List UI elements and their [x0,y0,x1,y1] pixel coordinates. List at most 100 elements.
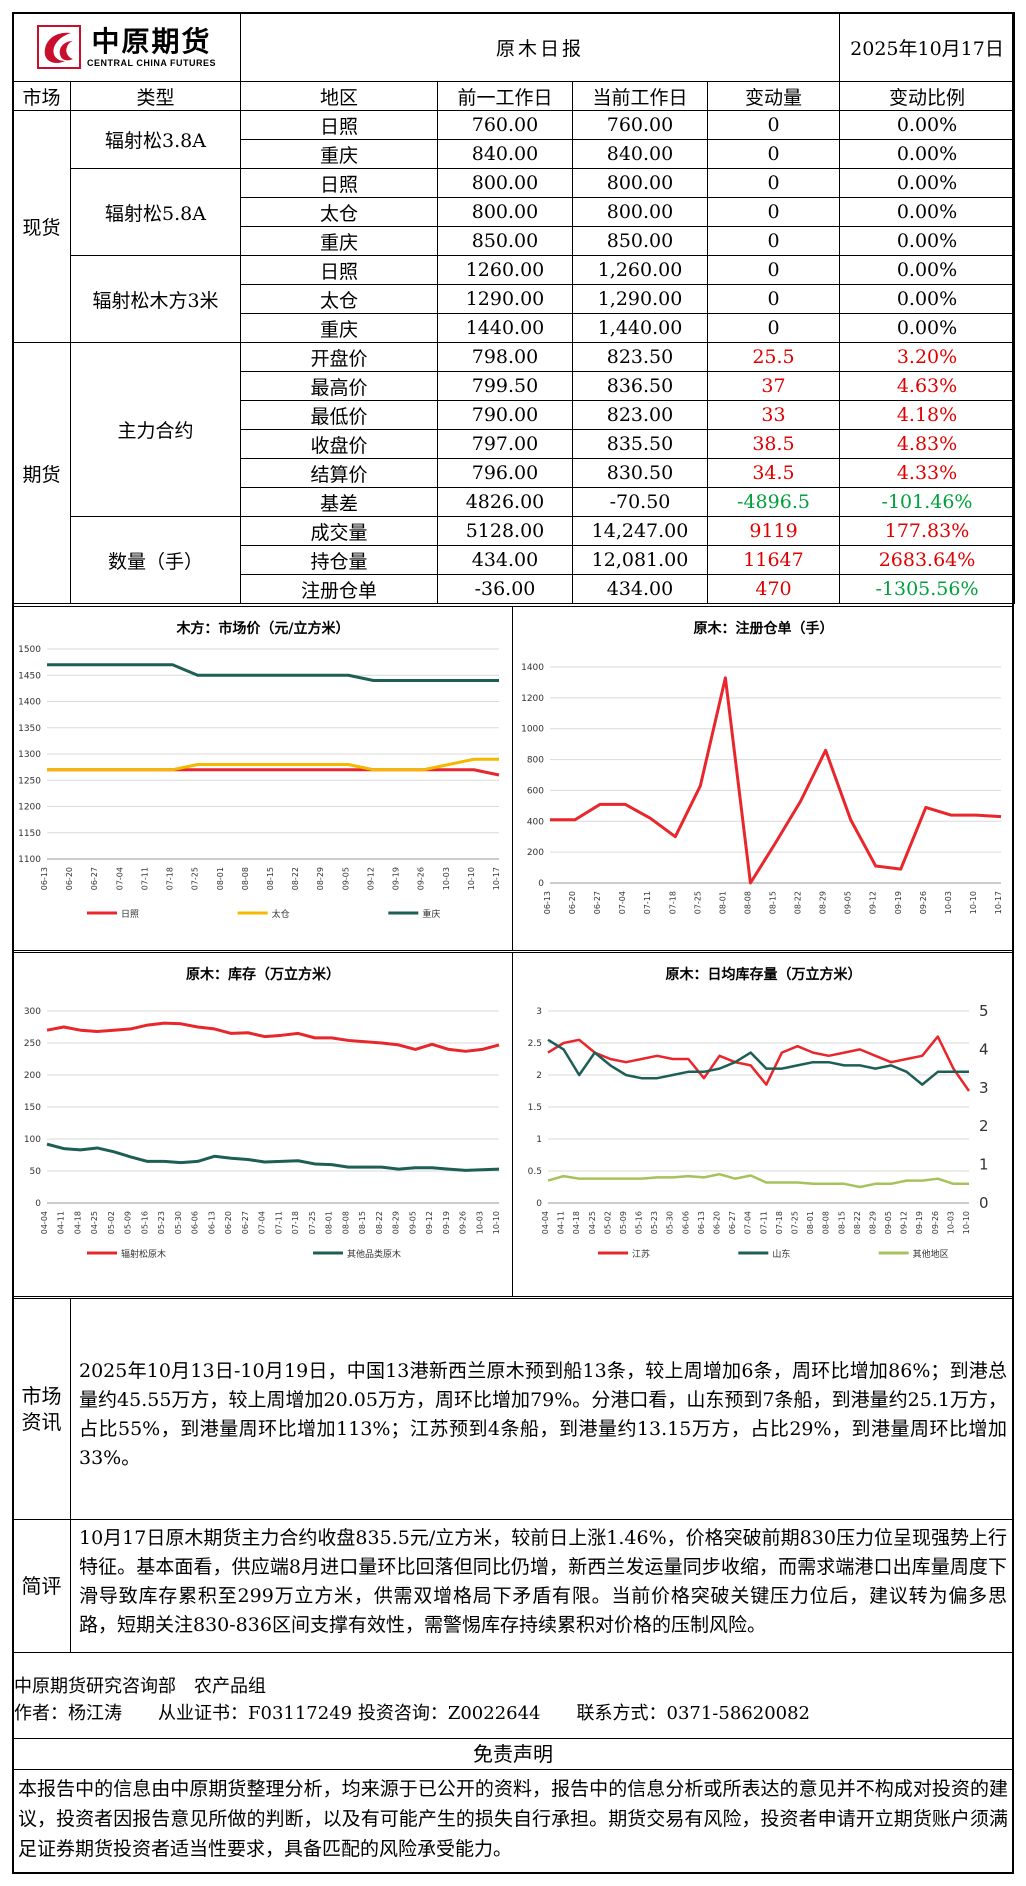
x-tick-label: 05-30 [666,1211,675,1234]
x-tick-label: 10-10 [969,891,978,914]
x-tick-label: 07-04 [258,1211,267,1234]
x-tick-label: 04-11 [557,1211,566,1234]
x-tick-label: 09-26 [459,1211,468,1234]
cell-chg: 9119 [706,516,841,546]
x-tick-label: 06-27 [241,1211,250,1234]
x-tick-label: 10-10 [962,1211,971,1234]
disclaimer-title: 免责声明 [12,1738,1014,1770]
cell-pct: 3.20% [839,342,1016,372]
cell-chg: 0 [706,255,841,285]
table-row: 收盘价 797.00 835.50 38.5 4.83% [13,429,1016,459]
disclaimer-text: 本报告中的信息由中原期货整理分析，均来源于已公开的资料，报告中的信息分析或所表达… [18,1778,1008,1860]
x-tick-label: 08-29 [819,891,828,914]
y-tick-label: 1400 [521,663,544,673]
x-tick-label: 08-29 [392,1211,401,1234]
cell-curr: 1,260.00 [572,255,708,285]
cell-prev: 1260.00 [437,255,573,285]
x-tick-label: 09-05 [341,867,350,890]
chart-svg: 原木：注册仓单（手） 0 200 400 600 800 1000 1200 1400 06-13… [521,620,1003,914]
chart-warehouse-receipts: 原木：注册仓单（手） 0 200 400 600 800 1000 1200 1400 06-13… [514,607,1013,950]
legend-label: 山东 [772,1248,790,1260]
x-tick-label: 06-20 [568,891,577,914]
y-tick-label: 1200 [18,803,41,813]
cell-pct: 0.00% [839,313,1016,343]
chart-svg: 原木：库存（万立方米） 0 50 100 150 200 250 300 04-04 04-11 0… [24,966,501,1260]
chart-lumber-price: 木方：市场价（元/立方米） 1100 1150 1200 1250 1300 1350 140… [13,607,513,950]
y-tick-label: 0 [35,1199,41,1209]
cell-curr: 1,290.00 [572,284,708,314]
market-info-label: 市场 资讯 [13,1299,71,1519]
x-tick-label: 05-23 [650,1211,659,1234]
cell-pct: 0.00% [839,110,1016,140]
y-tick-label: 200 [527,848,544,858]
x-tick-label: 06-27 [90,867,99,890]
y-tick-label: 1300 [18,750,41,760]
x-tick-label: 09-19 [894,891,903,914]
series-line [46,1142,500,1172]
x-tick-label: 04-11 [57,1211,66,1234]
cell-pct: 0.00% [839,284,1016,314]
cell-region: 日照 [240,255,438,285]
cell-chg: 33 [706,400,841,430]
cell-chg: 0 [706,168,841,198]
x-tick-label: 07-25 [191,867,200,890]
cell-curr: 760.00 [572,110,708,140]
cell-region: 持仓量 [240,545,438,575]
series-line [550,676,1002,885]
x-tick-label: 06-27 [728,1211,737,1234]
cell-pct: 4.33% [839,458,1016,488]
x-tick-label: 07-25 [790,1211,799,1234]
cell-chg: 0 [706,139,841,169]
charts-row-2: 原木：库存（万立方米） 0 50 100 150 200 250 300 04-04 04-11 0… [12,952,1014,1297]
x-tick-label: 08-22 [853,1211,862,1234]
y-tick-label: 1450 [18,671,41,681]
x-tick-label: 06-27 [593,891,602,914]
cell-prev: 1440.00 [437,313,573,343]
cell-region: 重庆 [240,313,438,343]
series-line [46,1021,500,1053]
x-tick-label: 07-25 [308,1211,317,1234]
x-tick-label: 10-10 [492,1211,501,1234]
x-tick-label: 08-08 [743,891,752,914]
legend-label: 辐射松原木 [121,1248,166,1260]
y-tick-label: 200 [24,1071,41,1081]
cell-curr: 836.50 [572,371,708,401]
x-tick-label: 04-18 [73,1211,82,1234]
y-tick-label: 150 [24,1103,41,1113]
x-tick-label: 09-12 [869,891,878,914]
x-tick-label: 06-20 [713,1211,722,1234]
cell-prev: 800.00 [437,168,573,198]
y-tick-label: 0 [538,879,544,889]
cell-prev: 434.00 [437,545,573,575]
cell-chg: 470 [706,574,841,604]
y-tick-label: 400 [527,817,544,827]
x-tick-label: 09-05 [884,1211,893,1234]
logo-english: CENTRAL CHINA FUTURES [87,58,216,68]
cell-chg: 0 [706,313,841,343]
comment-text: 10月17日原木期货主力合约收盘835.5元/立方米，较前日上涨1.46%，价格… [79,1527,1007,1636]
y-tick-label: 1100 [18,855,41,865]
cell-region: 基差 [240,487,438,517]
column-header: 类型 [70,81,241,111]
y-tick-label: 1350 [18,724,41,734]
cell-prev: 798.00 [437,342,573,372]
comment-section: 简评 10月17日原木期货主力合约收盘835.5元/立方米，较前日上涨1.46%… [12,1519,1014,1653]
table-row: 辐射松5.8A 日照 800.00 800.00 0 0.00% [13,168,1016,256]
cell-curr: 1,440.00 [572,313,708,343]
y-tick-label: 1400 [18,698,41,708]
x-tick-label: 06-20 [224,1211,233,1234]
cell-curr: 835.50 [572,429,708,459]
table-row: 重庆 850.00 850.00 0 0.00% [13,226,1016,256]
y2-tick-label: 3 [979,1079,989,1097]
x-tick-label: 09-26 [919,891,928,914]
x-tick-label: 07-04 [115,867,124,890]
table-row: 最高价 799.50 836.50 37 4.63% [13,371,1016,401]
y-tick-label: 1500 [18,645,41,655]
cell-prev: 760.00 [437,110,573,140]
column-header: 变动量 [706,81,841,111]
cell-region: 太仓 [240,284,438,314]
x-tick-label: 07-18 [166,867,175,890]
y-tick-label: 1000 [521,725,544,735]
cell-pct: 4.18% [839,400,1016,430]
table-row: 太仓 800.00 800.00 0 0.00% [13,197,1016,227]
